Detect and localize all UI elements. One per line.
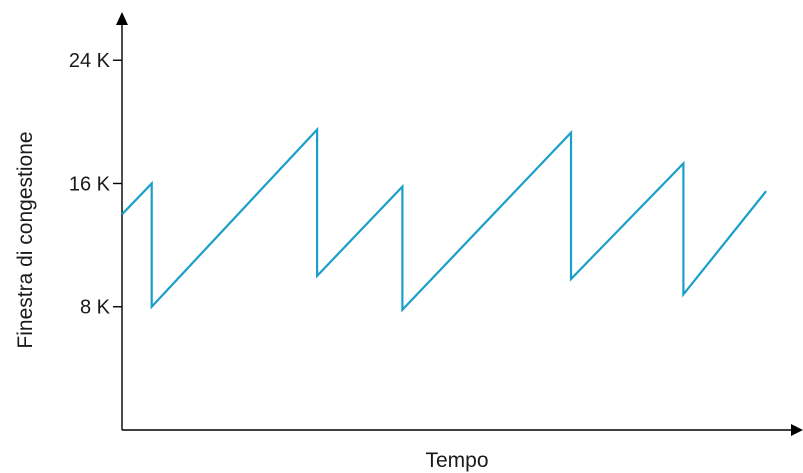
- y-axis-title: Finestra di congestione: [14, 131, 37, 348]
- axes: [116, 12, 803, 436]
- y-tick-label: 8 K: [80, 297, 111, 319]
- series-group: [121, 126, 767, 313]
- x-axis-title: Tempo: [425, 449, 488, 472]
- y-tick-label: 16 K: [69, 173, 111, 195]
- y-tick-label: 24 K: [69, 50, 111, 72]
- y-axis-arrow: [116, 12, 128, 25]
- y-ticks: 8 K 16 K 24 K: [69, 50, 122, 319]
- x-axis-arrow: [791, 424, 803, 436]
- congestion-window-line: [121, 126, 767, 313]
